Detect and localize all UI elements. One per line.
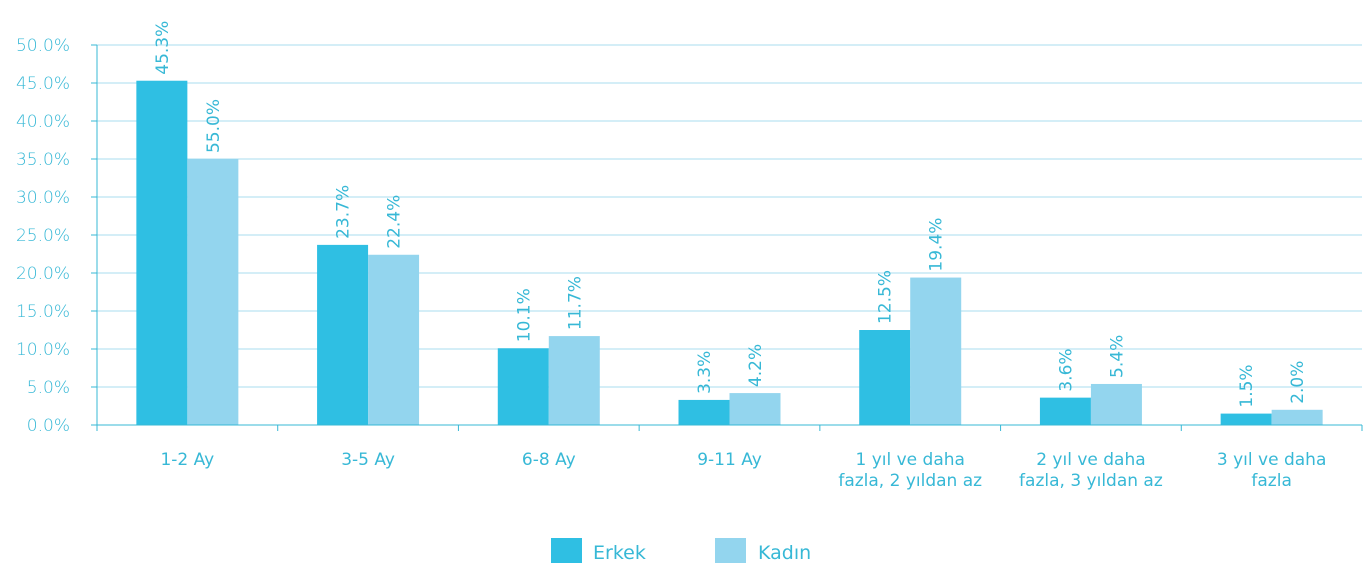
grid-lines [97, 44, 1362, 388]
bar-kadın [1271, 409, 1323, 425]
bar-erkek [136, 80, 188, 425]
y-tick-label: 20.0% [16, 264, 70, 284]
x-category-label: 9-11 Ay [697, 450, 762, 470]
bar-kadın [1090, 383, 1142, 425]
data-label: 45.3% [153, 21, 173, 75]
bar-erkek [317, 244, 369, 425]
legend: Erkek Kadın [551, 538, 811, 564]
data-labels: 45.3% 55.0% 23.7% 22.4% 10.1% 11.7% 3.3% 4.2% 12… [153, 21, 1308, 408]
data-label: 22.4% [385, 195, 405, 249]
x-category-label: 6-8 Ay [522, 450, 576, 470]
y-tick-label: 30.0% [16, 188, 70, 208]
data-label: 3.3% [695, 351, 715, 394]
bar-erkek [859, 330, 911, 425]
legend-swatch-erkek [551, 538, 582, 563]
data-label: 10.1% [514, 288, 534, 342]
data-label: 1.5% [1237, 364, 1257, 407]
bar-kadın [187, 159, 239, 425]
bar-kadın [910, 277, 962, 425]
bars [136, 80, 1323, 425]
y-tick-label: 0.0% [27, 416, 70, 436]
data-label: 3.6% [1056, 348, 1076, 391]
y-tick-label: 40.0% [16, 112, 70, 132]
x-category-label: 1 yıl ve daha fazla, 2 yıldan az [838, 450, 982, 491]
y-tick-label: 50.0% [16, 36, 70, 56]
y-tick-label: 35.0% [16, 150, 70, 170]
bar-erkek [1220, 413, 1272, 425]
y-tick-label: 45.0% [16, 74, 70, 94]
bar-erkek [497, 348, 549, 425]
data-label: 4.2% [746, 344, 766, 387]
legend-swatch-kadın [715, 538, 746, 563]
legend-label-kadın: Kadın [758, 542, 811, 564]
x-category-label: 3 yıl ve daha fazla [1217, 450, 1326, 491]
bar-kadın [548, 336, 600, 425]
bar-kadın [368, 254, 420, 425]
y-tick-label: 25.0% [16, 226, 70, 246]
x-category-label: 1-2 Ay [160, 450, 214, 470]
y-tick-label: 5.0% [27, 378, 70, 398]
x-category-label: 2 yıl ve daha fazla, 3 yıldan az [1019, 450, 1163, 491]
data-label: 55.0% [204, 99, 224, 153]
bar-erkek [1039, 397, 1091, 425]
bar-erkek [678, 399, 730, 425]
y-axis: 0.0% 5.0% 10.0% 15.0% 20.0% 25.0% 30.0% 35.0% 40… [16, 36, 98, 436]
x-axis: 1-2 Ay 3-5 Ay 6-8 Ay 9-11 Ay 1 yıl ve daha fa… [96, 424, 1363, 491]
y-tick-label: 15.0% [16, 302, 70, 322]
x-category-label: 3-5 Ay [341, 450, 395, 470]
data-label: 12.5% [876, 270, 896, 324]
bar-kadın [729, 393, 781, 425]
legend-label-erkek: Erkek [593, 542, 646, 564]
data-label: 5.4% [1107, 335, 1127, 378]
data-label: 11.7% [565, 276, 585, 330]
data-label: 2.0% [1288, 361, 1308, 404]
data-label: 19.4% [927, 218, 947, 272]
data-label: 23.7% [334, 185, 354, 239]
y-tick-label: 10.0% [16, 340, 70, 360]
